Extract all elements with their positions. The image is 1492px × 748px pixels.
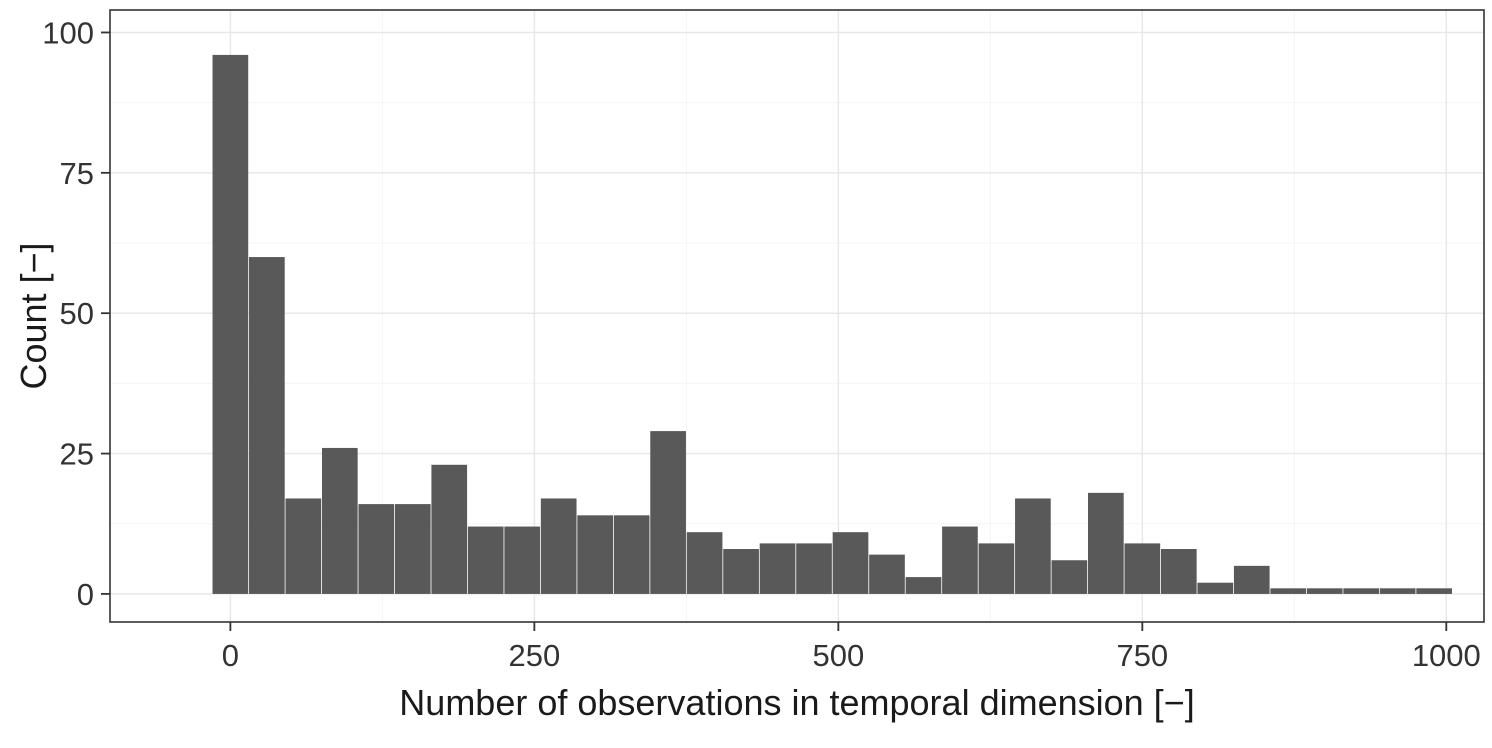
histogram-bar xyxy=(759,543,796,594)
histogram-bar xyxy=(431,464,468,594)
histogram-bar xyxy=(1088,492,1124,594)
histogram-bar xyxy=(321,447,358,594)
histogram-bar xyxy=(723,549,759,594)
x-axis-title: Number of observations in temporal dimen… xyxy=(399,682,1195,723)
histogram-bar xyxy=(1270,588,1307,594)
y-tick-label: 25 xyxy=(60,437,94,472)
x-tick-label: 1000 xyxy=(1412,638,1481,673)
histogram-bar xyxy=(285,498,322,594)
histogram-bar xyxy=(249,257,285,594)
histogram-bar xyxy=(905,577,942,594)
histogram-bar xyxy=(942,526,978,594)
histogram-bar xyxy=(358,504,395,594)
histogram-bar xyxy=(1416,588,1452,594)
histogram-bar xyxy=(650,431,686,594)
y-tick-label: 0 xyxy=(77,577,94,612)
panel-border xyxy=(109,9,1485,623)
x-tick-label: 250 xyxy=(508,638,560,673)
x-tick-label: 500 xyxy=(812,638,864,673)
histogram-bar xyxy=(1015,498,1051,594)
histogram-bar xyxy=(978,543,1015,594)
histogram-bar xyxy=(1379,588,1416,594)
x-tick-label: 750 xyxy=(1116,638,1168,673)
histogram-bar xyxy=(467,526,504,594)
y-tick-label: 75 xyxy=(60,156,94,191)
histogram-bar xyxy=(1306,588,1343,594)
histogram-bar xyxy=(1197,582,1234,594)
y-tick-label: 100 xyxy=(42,15,94,50)
histogram-bar xyxy=(1124,543,1161,594)
histogram-bar xyxy=(1051,560,1088,594)
histogram-bar xyxy=(540,498,577,594)
histogram-bar xyxy=(796,543,832,594)
histogram-bar xyxy=(1343,588,1380,594)
y-tick-label: 50 xyxy=(60,296,94,331)
histogram-bar xyxy=(394,504,431,594)
histogram-bar xyxy=(686,532,723,594)
histogram-bar xyxy=(832,532,869,594)
y-axis-title: Count [−] xyxy=(13,242,54,390)
histogram-bar xyxy=(212,54,249,594)
histogram-bar xyxy=(869,554,905,594)
histogram-bar xyxy=(1233,565,1270,594)
histogram-bar xyxy=(613,515,650,594)
histogram-bar xyxy=(504,526,541,594)
x-tick-label: 0 xyxy=(222,638,239,673)
histogram-bar xyxy=(577,515,613,594)
histogram-bar xyxy=(1160,549,1197,594)
